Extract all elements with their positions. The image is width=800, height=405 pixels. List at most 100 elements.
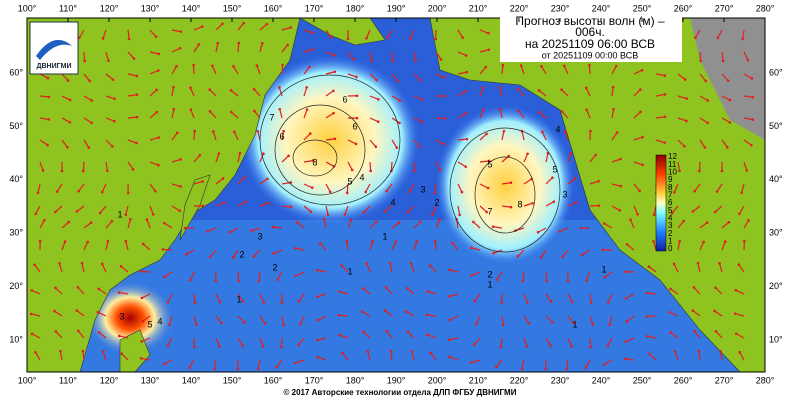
wave-arrow-head (752, 96, 755, 99)
wave-arrow-head (209, 110, 212, 113)
wave-arrow-head (306, 108, 309, 111)
contour-label: 4 (157, 316, 162, 326)
wave-arrow-head (250, 230, 253, 233)
wave-arrow-head (34, 213, 37, 216)
wave-arrow-head (253, 88, 256, 91)
lon-label: 210° (469, 3, 488, 13)
lon-label: 280° (756, 3, 775, 13)
lon-label: 100° (18, 375, 37, 385)
wave-arrow-head (77, 190, 80, 193)
wave-arrow-head (190, 108, 193, 111)
wave-arrow-head (355, 143, 358, 146)
wave-arrow-head (371, 59, 374, 62)
wave-arrow-head (716, 190, 719, 193)
wave-arrow-head (678, 240, 681, 243)
lon-label: 190° (387, 375, 406, 385)
wave-arrow-head (499, 108, 502, 111)
wave-arrow-head (729, 121, 732, 124)
wave-arrow-head (735, 332, 738, 335)
wave-arrow-head (495, 366, 498, 369)
wave-arrow-head (129, 218, 132, 221)
wave-arrow-head (281, 64, 284, 67)
wave-arrow-head (290, 206, 293, 209)
wave-arrow-head (464, 112, 467, 115)
wave-arrow-head (698, 170, 701, 173)
lon-label: 270° (715, 375, 734, 385)
wave-arrow-head (338, 314, 341, 317)
lon-label: 150° (223, 3, 242, 13)
contour-label: 8 (312, 157, 317, 167)
wave-arrow-head (558, 230, 561, 233)
wave-arrow-head (458, 214, 461, 217)
wave-arrow-head (344, 213, 347, 216)
lat-label: 30° (769, 228, 783, 238)
wave-arrow-head (329, 191, 332, 194)
wave-arrow-head (461, 36, 464, 39)
wave-arrow-head (741, 38, 744, 41)
wave-arrow-head (31, 333, 34, 336)
wave-arrow (194, 131, 195, 140)
wave-arrow-head (419, 79, 422, 82)
lon-label: 200° (428, 375, 447, 385)
lon-label: 110° (59, 375, 77, 385)
wave-arrow-head (704, 80, 707, 83)
lat-label: 20° (769, 281, 783, 291)
wave-arrow-head (180, 30, 183, 33)
wave-arrow-head (319, 242, 322, 245)
contour-label: 1 (382, 231, 387, 241)
wave-arrow-head (626, 320, 629, 323)
wave-arrow-head (465, 54, 468, 57)
wave-arrow-head (431, 213, 434, 216)
wave-high (435, 105, 575, 265)
wave-arrow-head (67, 79, 70, 82)
wave-arrow-head (564, 130, 567, 133)
wave-arrow-head (296, 221, 299, 224)
contour-label: 6 (352, 121, 357, 131)
wave-arrow-head (113, 97, 116, 100)
wave-arrow-head (734, 312, 737, 315)
wave-arrow (414, 162, 415, 171)
wave-arrow-head (193, 130, 196, 133)
wave-arrow-head (616, 131, 619, 134)
wave-arrow-head (503, 130, 506, 133)
wave-arrow-head (120, 352, 123, 355)
wave-arrow-head (106, 170, 109, 173)
lon-label: 110° (59, 3, 77, 13)
wave-arrow-head (362, 287, 365, 290)
wave-arrow-head (747, 219, 750, 222)
wave-arrow-head (97, 288, 100, 291)
wave-arrow-head (338, 290, 341, 293)
wave-arrow-head (113, 120, 116, 123)
wave-arrow-head (395, 146, 398, 149)
wave-arrow-head (81, 262, 84, 265)
wave-arrow-head (48, 96, 51, 99)
wave-arrow-head (389, 262, 392, 265)
wave-arrow (391, 162, 392, 171)
wave-arrow-head (751, 77, 754, 80)
wave-arrow-head (236, 368, 239, 371)
wave-arrow-head (439, 169, 442, 172)
wave-arrow-head (646, 335, 649, 338)
wave-arrow-head (588, 64, 591, 67)
wave-arrow-head (111, 145, 114, 148)
lon-label: 260° (674, 375, 693, 385)
wave-arrow-head (385, 286, 388, 289)
wave-arrow-head (653, 213, 656, 216)
wave-arrow-head (721, 170, 724, 173)
title-line: на 20251109 06:00 ВСВ (525, 37, 655, 51)
wave-arrow-head (86, 241, 89, 244)
wave-arrow-head (222, 177, 225, 180)
contour-label: 1 (601, 264, 606, 274)
wave-arrow-head (496, 278, 499, 281)
wave-arrow-head (214, 280, 217, 283)
wave-arrow-head (242, 22, 245, 25)
wave-arrow-head (257, 130, 260, 133)
wave-arrow-head (157, 69, 160, 72)
wave-arrow-head (418, 146, 421, 149)
wave-arrow-head (549, 345, 552, 348)
wave-arrow-head (706, 221, 709, 224)
wave-arrow-head (351, 169, 354, 172)
wave-arrow-head (394, 241, 397, 244)
wave-arrow-head (722, 60, 725, 63)
wave-arrow-head (375, 79, 378, 82)
